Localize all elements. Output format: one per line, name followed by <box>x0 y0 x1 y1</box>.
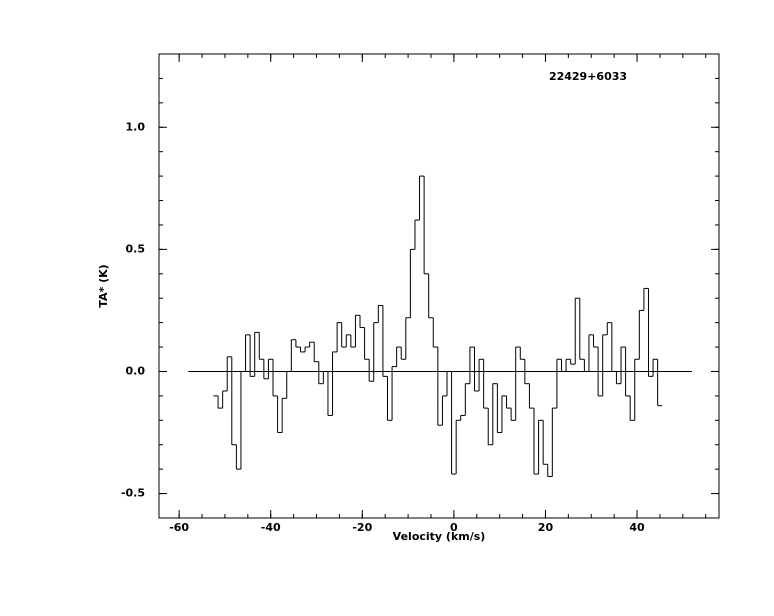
x-tick-label: -20 <box>352 521 372 534</box>
y-axis-label: TA* (K) <box>97 264 110 307</box>
chart-title: 22429+6033 <box>549 70 627 83</box>
x-axis-label: Velocity (km/s) <box>393 530 486 543</box>
step-connectors <box>217 176 659 477</box>
y-tick-label: 1.0 <box>126 120 146 133</box>
y-tick-label: 0.0 <box>126 364 146 377</box>
plot-frame <box>158 53 720 519</box>
y-tick-label: 0.5 <box>126 242 146 255</box>
x-tick-label: -40 <box>261 521 281 534</box>
x-tick-label: 20 <box>538 521 554 534</box>
y-tick-label: -0.5 <box>121 487 145 500</box>
x-tick-label: 0 <box>450 521 458 534</box>
x-tick-label: -60 <box>169 521 189 534</box>
x-tick-label: 40 <box>629 521 645 534</box>
